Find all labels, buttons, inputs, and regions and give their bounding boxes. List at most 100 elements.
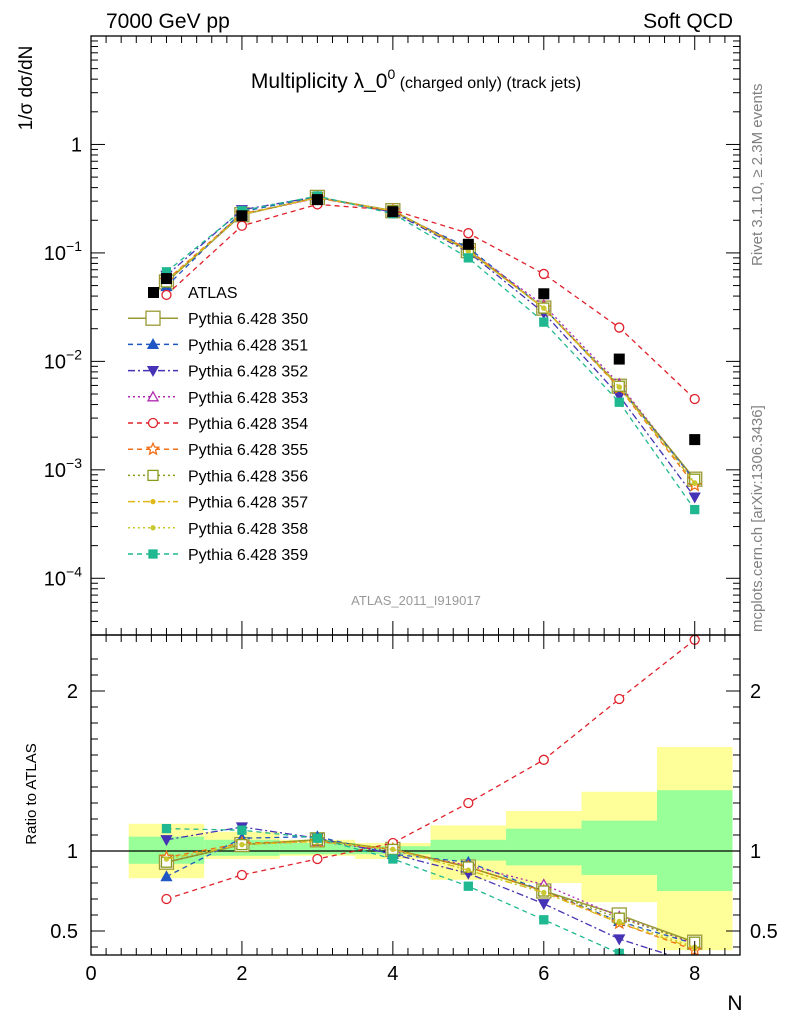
legend-label-atlas: ATLAS	[188, 285, 238, 302]
atlas-data-point-3	[311, 194, 323, 206]
ratio-10-point-3	[312, 833, 323, 843]
series-5-point-1	[161, 289, 172, 301]
ratio-y-tick-right-0: 0.5	[750, 921, 778, 943]
legend-marker-6	[145, 441, 161, 456]
series-5-point-6	[538, 268, 549, 280]
ratio-10-point-5	[463, 881, 473, 891]
x-tick-label-1: 2	[236, 963, 247, 985]
header-left: 7000 GeV pp	[106, 10, 230, 33]
legend-marker-7	[147, 469, 159, 482]
legend: ATLAS Pythia 6.428 350 Pythia 6.428 351 Pyt…	[128, 285, 308, 564]
ratio-line-5	[166, 639, 696, 900]
legend-label-5: Pythia 6.428 354	[188, 416, 308, 433]
legend-marker-1	[145, 310, 161, 326]
ratio-y-axis-label: Ratio to ATLAS	[23, 743, 40, 844]
series-10-point-5	[463, 253, 473, 263]
series-line-5	[166, 203, 696, 400]
x-tick-label-0: 0	[85, 963, 96, 985]
atlas-data-point-7	[613, 353, 625, 365]
inner-band-bin-6	[506, 828, 582, 866]
mcplots-label: mcplots.cern.ch [arXiv:1306.3436]	[749, 405, 766, 632]
ratio-9-point-4	[390, 846, 396, 853]
ratio-line-2	[166, 835, 695, 945]
atlas-data-point-2	[236, 210, 248, 222]
ratio-y-tick-right-1: 1	[750, 841, 761, 863]
legend-label-2: Pythia 6.428 351	[188, 337, 308, 354]
ratio-3-point-1	[160, 835, 173, 847]
legend-marker-2	[146, 338, 160, 350]
inner-band-bin-3	[279, 843, 356, 855]
y-tick-label-1: 10−1	[44, 238, 82, 265]
series-10-point-8	[690, 504, 700, 515]
legend-marker-4	[146, 390, 160, 402]
atlas-data-point-1	[160, 273, 172, 285]
y-tick-label-4: 10−4	[44, 563, 82, 590]
ratio-9-point-7	[616, 918, 622, 925]
ratio-5-point-2	[236, 869, 248, 881]
atlas-data-point-6	[538, 288, 550, 300]
legend-marker-3	[146, 365, 160, 377]
ratio-10-point-4	[388, 854, 398, 864]
series-5-point-8	[689, 393, 700, 405]
ratio-5-point-5	[463, 797, 474, 809]
main-y-axis-label: 1/σ dσ/dN	[16, 46, 37, 131]
series-line-10	[166, 195, 696, 510]
ratio-9-point-5	[465, 867, 471, 873]
ratio-y-tick-left-2: 2	[67, 681, 78, 703]
ratio-5-point-3	[312, 853, 323, 865]
ratio-frame	[90, 634, 741, 956]
ratio-bands	[128, 747, 733, 951]
analysis-watermark: ATLAS_2011_I919017	[351, 593, 481, 608]
header-right: Soft QCD	[643, 10, 733, 33]
series-9-point-7	[616, 384, 622, 390]
y-tick-label-3: 10−3	[44, 455, 82, 482]
legend-label-7: Pythia 6.428 356	[188, 468, 308, 485]
ratio-y-ticks	[91, 658, 740, 948]
ratio-y-tick-left-0: 0.5	[50, 921, 78, 943]
series-5-point-5	[463, 228, 474, 239]
y-tick-label-0: 1	[71, 134, 82, 156]
atlas-data-point-5	[462, 238, 474, 250]
series-3-point-8	[688, 492, 701, 504]
legend-marker-5	[147, 417, 159, 429]
inner-band-bin-7	[581, 820, 657, 875]
ratio-line-8	[166, 840, 695, 950]
legend-marker-10	[148, 549, 158, 559]
legend-marker-8	[150, 498, 156, 505]
series-10-point-7	[614, 397, 624, 407]
legend-label-9: Pythia 6.428 358	[188, 521, 308, 538]
ratio-y-tick-right-2: 2	[750, 681, 761, 703]
legend-marker-9	[150, 525, 156, 531]
ratio-9-point-1	[163, 856, 170, 862]
ratio-3-point-6	[537, 899, 550, 911]
series-5-point-2	[236, 220, 248, 231]
ratio-line-7	[166, 839, 695, 943]
main-y-ticks	[91, 35, 740, 636]
ratio-y-tick-left-1: 1	[67, 841, 78, 863]
ratio-series	[158, 635, 703, 955]
ratio-10-point-1	[161, 823, 172, 834]
series-10-point-6	[539, 317, 549, 327]
legend-label-1: Pythia 6.428 350	[188, 311, 308, 328]
series-line-3	[166, 196, 696, 498]
main-series	[158, 189, 703, 515]
ratio-9-point-2	[239, 841, 245, 848]
x-tick-label-4: 8	[689, 963, 700, 985]
inner-band-bin-8	[656, 790, 733, 891]
ratio-3-point-7	[613, 934, 626, 946]
series-3-point-7	[613, 391, 626, 403]
ratio-9-point-6	[541, 889, 547, 896]
x-axis-label: N	[727, 992, 742, 1015]
inner-band-bin-5	[430, 839, 507, 861]
legend-marker-atlas	[148, 287, 159, 298]
ratio-5-point-6	[538, 754, 549, 765]
legend-label-4: Pythia 6.428 353	[188, 390, 308, 407]
ratio-line-10	[166, 827, 629, 955]
series-line-9	[166, 196, 696, 484]
x-ticks	[90, 36, 726, 955]
rivet-version-label: Rivet 3.1.10, ≥ 2.3M events	[749, 84, 766, 267]
series-9-point-6	[541, 305, 547, 311]
legend-label-6: Pythia 6.428 355	[188, 442, 308, 459]
